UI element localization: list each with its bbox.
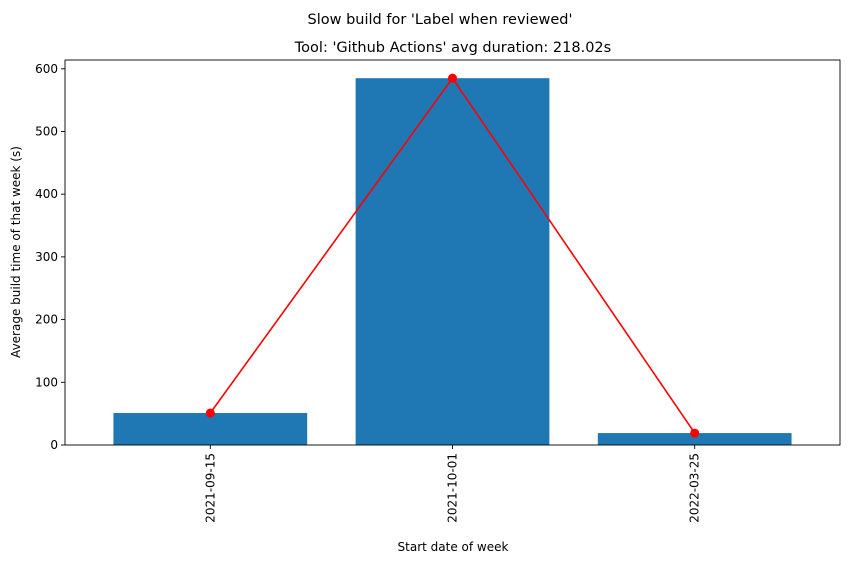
bar-2022-03-25 [597,433,792,445]
chart-suptitle: Slow build for 'Label when reviewed' [308,12,573,28]
y-tick-label: 400 [35,187,58,201]
x-tick-label: 2021-10-01 [446,453,460,523]
y-tick-label: 300 [35,250,58,264]
x-tick-label: 2021-09-15 [203,453,217,523]
x-axis-label: Start date of week [398,540,509,554]
x-tick-label: 2022-03-25 [688,453,702,523]
plot-area [113,73,792,446]
y-tick-label: 0 [50,438,58,452]
axes: 0 100 200 300 400 500 600 2021-09-15 2021-10-01 2… [35,59,841,523]
line-point-2021-09-15 [205,408,215,418]
y-axis-label: Average build time of that week (s) [9,146,23,358]
y-tick-label: 500 [35,124,58,138]
line-point-2021-10-01 [448,73,457,83]
chart-title: Tool: 'Github Actions' avg duration: 218… [294,40,611,56]
y-tick-label: 200 [35,313,58,327]
y-tick-label: 100 [35,375,58,389]
bar-2021-09-15 [113,413,308,445]
bar-2021-10-01 [355,78,550,446]
y-tick-label: 600 [35,62,58,76]
line-point-2022-03-25 [690,428,700,438]
